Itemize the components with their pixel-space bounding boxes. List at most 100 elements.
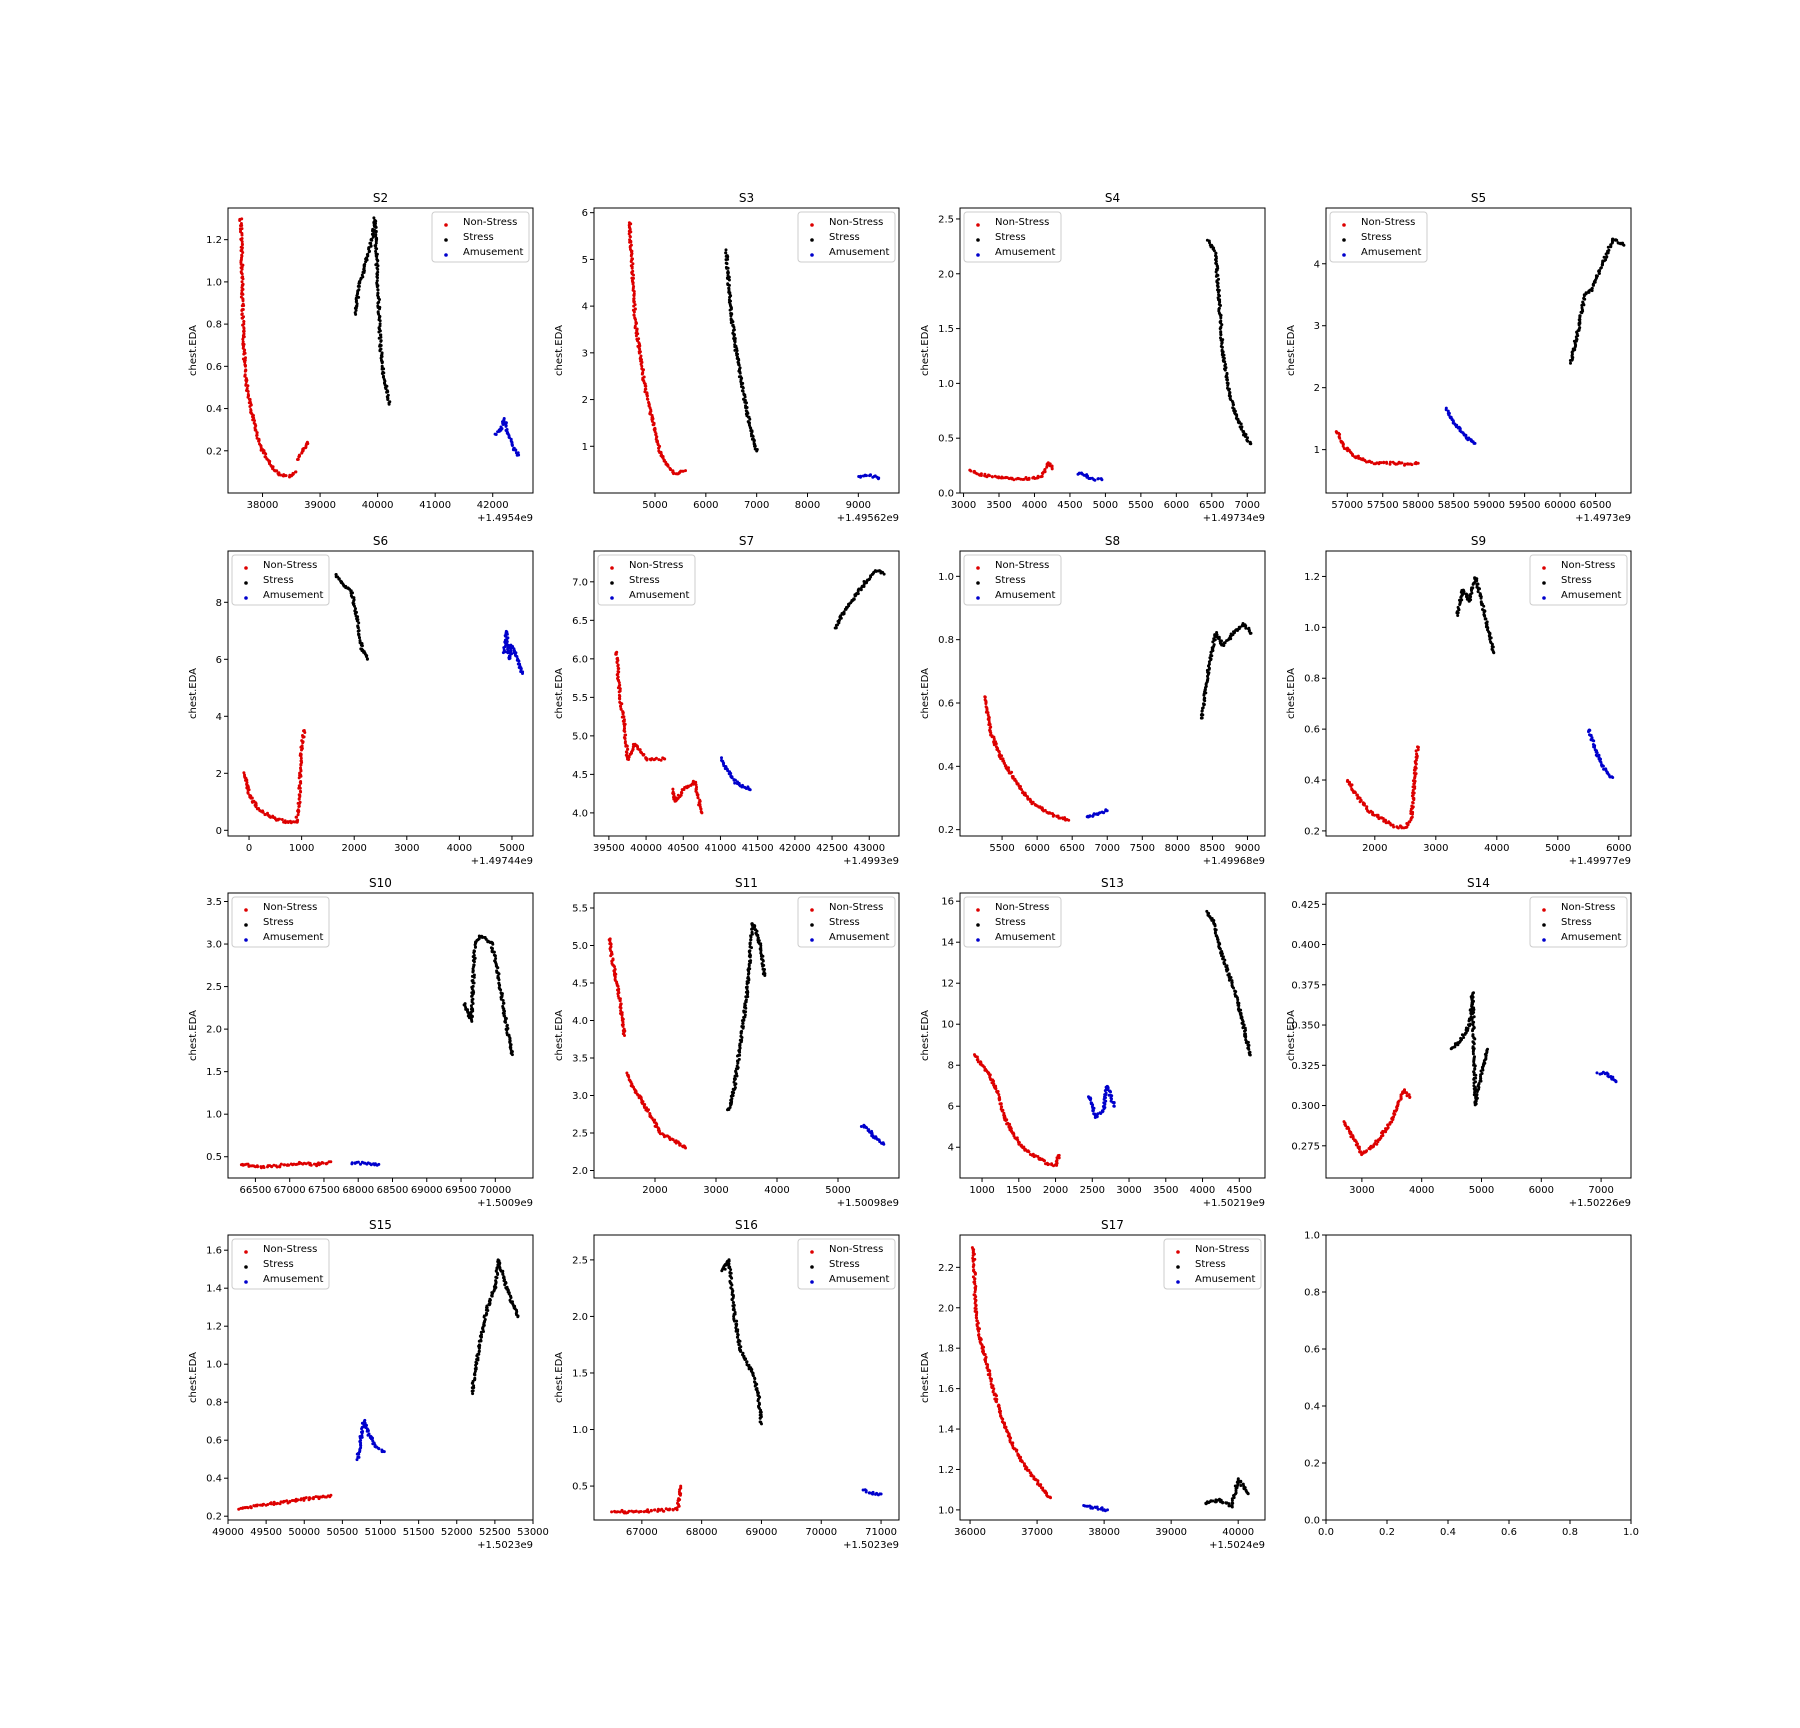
data-point (374, 254, 378, 258)
data-point (632, 297, 636, 301)
data-point (1033, 1478, 1037, 1482)
data-point (645, 392, 649, 396)
data-point (1376, 813, 1380, 817)
data-point (618, 999, 622, 1003)
data-point (729, 321, 733, 325)
y-tick-label: 0.275 (1291, 1141, 1320, 1152)
data-point (243, 374, 247, 378)
y-tick-label: 6 (216, 655, 222, 666)
y-tick-label: 3.0 (572, 1091, 588, 1102)
data-point (1218, 947, 1222, 951)
legend-marker (244, 923, 248, 927)
legend-label: Non-Stress (463, 217, 517, 228)
data-point (977, 1333, 981, 1336)
data-points (614, 569, 886, 815)
data-point (246, 395, 250, 399)
y-axis-label: chest.EDA (188, 1010, 199, 1061)
x-tick-label: 41500 (742, 843, 774, 854)
data-point (275, 1165, 279, 1169)
data-point (1012, 478, 1016, 482)
data-point (504, 1020, 508, 1024)
data-point (623, 733, 627, 737)
data-point (494, 1279, 498, 1283)
data-point (1237, 1009, 1241, 1013)
data-point (250, 796, 254, 800)
data-point (975, 1319, 979, 1323)
data-point (472, 953, 476, 957)
data-point (510, 652, 514, 656)
data-point (509, 1296, 513, 1300)
data-point (649, 1509, 653, 1513)
data-point (1047, 1162, 1051, 1166)
x-tick-label: 39000 (304, 500, 336, 511)
y-tick-label: 5 (582, 255, 588, 266)
data-point (259, 444, 263, 447)
data-point (353, 612, 357, 616)
legend-label: Amusement (995, 590, 1056, 601)
data-point (1349, 1132, 1353, 1136)
x-tick-label: 1000 (969, 1185, 994, 1196)
data-point (635, 321, 638, 325)
data-point (515, 655, 519, 658)
data-point (1001, 1108, 1005, 1112)
data-point (616, 672, 620, 676)
legend-marker (244, 1280, 248, 1284)
data-point (751, 1374, 755, 1378)
data-point (733, 778, 737, 782)
data-point (1599, 266, 1603, 270)
y-tick-label: 1.6 (938, 1384, 954, 1395)
x-tick-label: 36000 (954, 1527, 986, 1538)
data-point (1020, 788, 1023, 791)
legend-label: Amusement (263, 590, 324, 601)
data-point (1410, 804, 1414, 808)
data-point (1213, 924, 1217, 928)
x-tick-label: 6000 (1024, 843, 1049, 854)
data-point (1466, 1027, 1470, 1030)
data-point (975, 1055, 979, 1059)
legend-marker (1542, 908, 1546, 912)
data-point (1246, 439, 1250, 443)
x-tick-label: 7500 (1130, 843, 1155, 854)
data-point (974, 1313, 978, 1317)
data-point (1580, 306, 1584, 310)
data-point (834, 626, 838, 630)
x-tick-label: 67000 (274, 1185, 306, 1196)
data-point (617, 690, 621, 694)
data-point (1247, 1043, 1251, 1047)
x-tick-label: 6000 (1606, 843, 1631, 854)
data-point (1202, 702, 1205, 706)
data-point (752, 442, 756, 446)
y-tick-label: 1.0 (938, 1505, 954, 1516)
data-point (1460, 1037, 1463, 1041)
data-point (501, 1272, 505, 1276)
data-point (1091, 1506, 1095, 1510)
data-point (473, 1369, 477, 1373)
data-point (276, 1501, 280, 1505)
y-tick-label: 1.2 (938, 1465, 954, 1476)
data-point (1382, 460, 1386, 464)
data-point (1050, 1162, 1054, 1166)
data-point (988, 726, 992, 730)
data-point (736, 1335, 740, 1339)
data-point (376, 259, 380, 263)
data-point (1229, 637, 1233, 641)
data-point (1475, 583, 1479, 587)
y-axis-label: chest.EDA (920, 325, 931, 376)
x-tick-label: 9000 (846, 500, 871, 511)
y-tick-label: 0.8 (206, 1398, 222, 1409)
data-point (1220, 342, 1224, 346)
data-point (362, 267, 366, 271)
data-point (1227, 388, 1231, 392)
data-point (386, 390, 390, 394)
data-point (380, 372, 384, 376)
data-point (859, 1125, 863, 1128)
data-point (477, 1343, 481, 1347)
data-point (1405, 825, 1409, 829)
y-tick-label: 0.8 (1304, 674, 1320, 685)
data-point (369, 241, 373, 245)
data-point (1483, 614, 1487, 618)
data-point (299, 766, 302, 770)
data-point (735, 349, 739, 353)
data-point (360, 1425, 364, 1429)
data-point (1038, 1483, 1042, 1487)
